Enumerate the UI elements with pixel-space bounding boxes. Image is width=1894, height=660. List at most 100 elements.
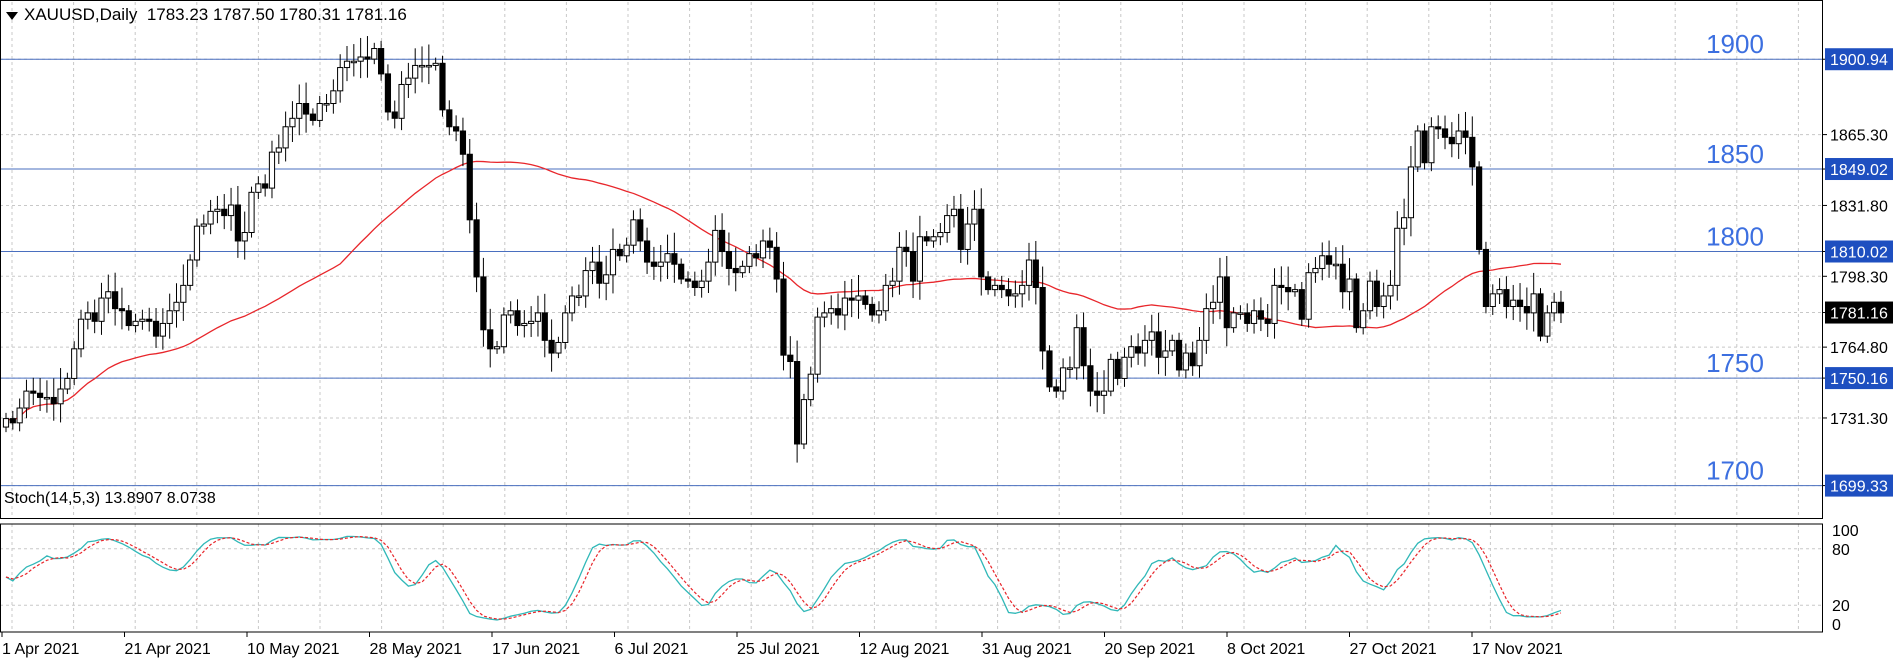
candle-body bbox=[30, 390, 37, 394]
time-label: 1 Apr 2021 bbox=[2, 641, 80, 658]
candle-body bbox=[1053, 386, 1060, 392]
candle-body bbox=[1441, 128, 1449, 138]
candle-body bbox=[1380, 295, 1387, 308]
candle-body bbox=[493, 346, 501, 350]
candle-body bbox=[350, 60, 357, 64]
candle-body bbox=[1257, 310, 1264, 320]
candle-body bbox=[596, 261, 603, 284]
candle-body bbox=[112, 291, 119, 310]
candle-body bbox=[1291, 289, 1299, 293]
candle-body bbox=[282, 126, 289, 149]
price-label-1731.30: 1731.30 bbox=[1830, 411, 1888, 428]
candle-body bbox=[534, 312, 542, 322]
candle-body bbox=[412, 64, 419, 79]
candle-body bbox=[446, 109, 453, 128]
candle-body bbox=[1469, 136, 1476, 168]
candle-body bbox=[705, 261, 712, 282]
candle-body bbox=[759, 240, 767, 259]
candle-body bbox=[1025, 259, 1033, 286]
price-tag-bg bbox=[1825, 367, 1893, 390]
chart-frame bbox=[0, 0, 1823, 633]
candle-body bbox=[1196, 339, 1203, 367]
candle-body bbox=[255, 183, 262, 193]
candle-body bbox=[984, 276, 992, 291]
candle-body bbox=[71, 348, 78, 379]
price-tag-1900.94: 1900.94 bbox=[1830, 52, 1888, 69]
candle-body bbox=[1407, 166, 1415, 219]
candle-body bbox=[903, 246, 910, 253]
candle-body bbox=[241, 232, 248, 242]
candle-body bbox=[1005, 289, 1012, 297]
candle-body bbox=[1162, 350, 1169, 358]
candle-body bbox=[664, 253, 671, 263]
candle-body bbox=[180, 284, 187, 303]
candle-body bbox=[746, 253, 753, 267]
candle-body bbox=[814, 316, 821, 375]
candle-body bbox=[398, 83, 405, 119]
candle-body bbox=[1278, 284, 1285, 288]
candle-body bbox=[780, 278, 787, 356]
candle-body bbox=[930, 236, 937, 242]
candle-body bbox=[862, 295, 869, 305]
candle-body bbox=[1339, 263, 1346, 293]
time-label: 8 Oct 2021 bbox=[1227, 641, 1305, 658]
candle-body bbox=[173, 301, 180, 312]
candle-body bbox=[152, 320, 160, 337]
chevron-down-icon[interactable] bbox=[6, 11, 18, 20]
candle-body bbox=[896, 246, 903, 282]
candle-body bbox=[337, 67, 344, 92]
candle-body bbox=[1530, 293, 1537, 314]
candle-body bbox=[302, 103, 310, 115]
candle-body bbox=[1230, 312, 1237, 329]
candle-body bbox=[1223, 276, 1230, 329]
price-axis: 1900.94 1865.30 1849.02 1831.80 1810.02 1798.… bbox=[1822, 48, 1893, 634]
candle-body bbox=[1141, 339, 1149, 354]
price-label-1831.80: 1831.80 bbox=[1830, 198, 1888, 215]
candle-body bbox=[944, 215, 951, 234]
candle-body bbox=[500, 314, 507, 348]
time-label: 10 May 2021 bbox=[247, 641, 340, 658]
candle-body bbox=[43, 396, 51, 400]
candle-body bbox=[309, 113, 316, 121]
candle-body bbox=[753, 253, 760, 259]
price-tag-1699.33: 1699.33 bbox=[1830, 479, 1888, 496]
price-label-1764.80: 1764.80 bbox=[1830, 340, 1888, 357]
candle-body bbox=[343, 60, 351, 69]
candle-body bbox=[1032, 259, 1039, 288]
price-tag-1810.02: 1810.02 bbox=[1830, 244, 1888, 261]
time-label: 17 Nov 2021 bbox=[1472, 641, 1563, 658]
candle-body bbox=[732, 267, 739, 274]
candle-body bbox=[909, 251, 917, 282]
candle-body bbox=[1121, 356, 1128, 379]
candle-body bbox=[834, 308, 842, 316]
candle-body bbox=[57, 388, 64, 405]
candle-body bbox=[1148, 331, 1155, 341]
candle-body bbox=[125, 310, 132, 327]
candle-body bbox=[1285, 286, 1292, 293]
time-label: 21 Apr 2021 bbox=[125, 641, 211, 658]
candle-body bbox=[630, 219, 637, 246]
candle-body bbox=[391, 111, 398, 119]
candle-body bbox=[684, 278, 692, 282]
candle-body bbox=[1462, 130, 1469, 138]
candle-body bbox=[1551, 301, 1558, 314]
candle-body bbox=[357, 56, 364, 62]
level-label-1800: 1800 bbox=[1706, 221, 1764, 251]
candle-body bbox=[1523, 306, 1530, 314]
candle-body bbox=[378, 48, 385, 75]
price-tag-1781.16: 1781.16 bbox=[1830, 306, 1888, 323]
candle-body bbox=[1353, 278, 1360, 329]
stoch-frame bbox=[0, 523, 1823, 633]
candle-body bbox=[200, 223, 207, 227]
candle-body bbox=[1087, 365, 1094, 392]
candle-body bbox=[432, 62, 439, 66]
candle-body bbox=[1428, 126, 1435, 164]
horizontal-levels[interactable]: 1900 1850 1800 1750 1700 bbox=[0, 29, 1822, 487]
candle-body bbox=[98, 297, 105, 322]
candle-body bbox=[1305, 272, 1312, 320]
candle-body bbox=[1012, 293, 1019, 297]
stoch-header: Stoch(14,5,3) 13.8907 8.0738 bbox=[4, 490, 216, 507]
level-label-1850: 1850 bbox=[1706, 139, 1764, 169]
candle-body bbox=[1544, 312, 1551, 337]
